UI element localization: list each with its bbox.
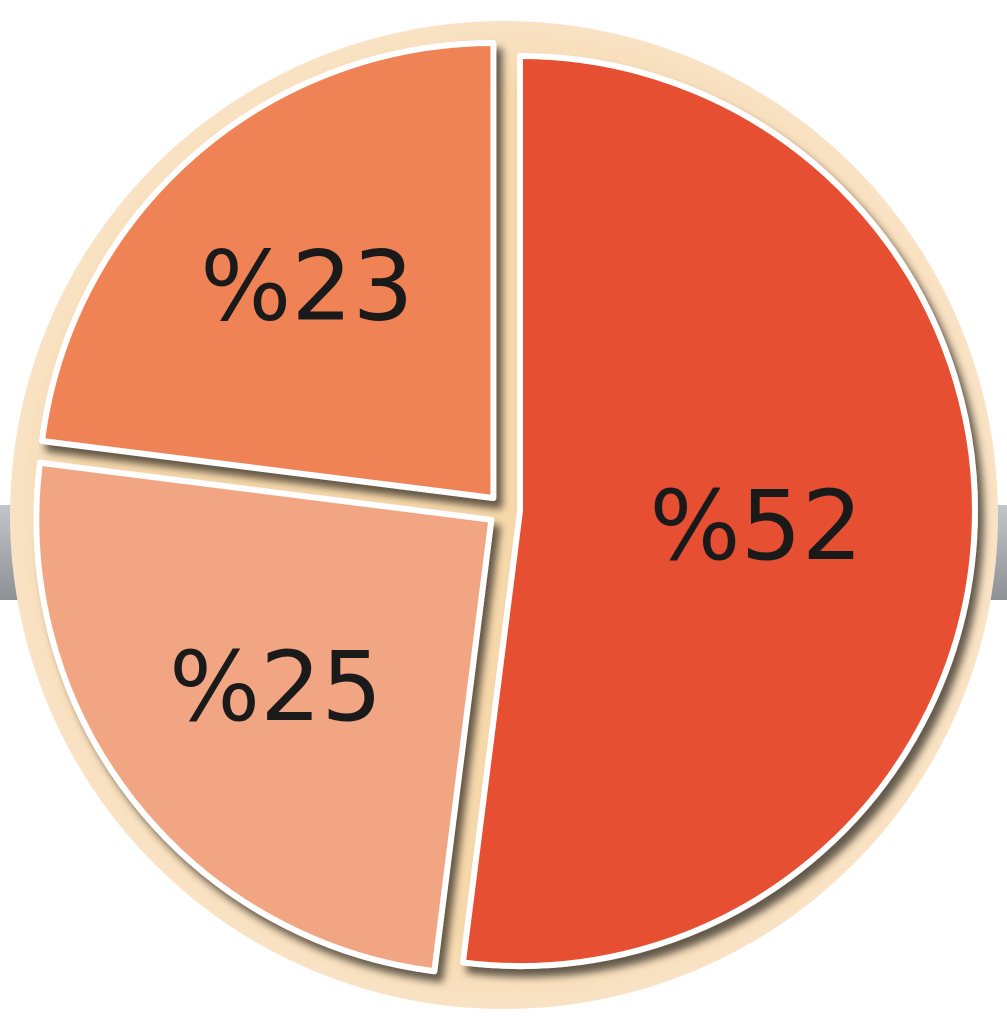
pie-slices xyxy=(33,39,978,975)
pie-slice-1 xyxy=(459,53,978,969)
pie-slice-label-3: %23 xyxy=(200,230,413,342)
pie-slice-label-1: %52 xyxy=(649,470,862,582)
pie-slice-label-2: %25 xyxy=(169,631,382,743)
pie-slice-2 xyxy=(33,459,495,975)
pie-slice-3 xyxy=(39,39,497,501)
pie-labels: %52 %25 %23 xyxy=(169,230,863,743)
